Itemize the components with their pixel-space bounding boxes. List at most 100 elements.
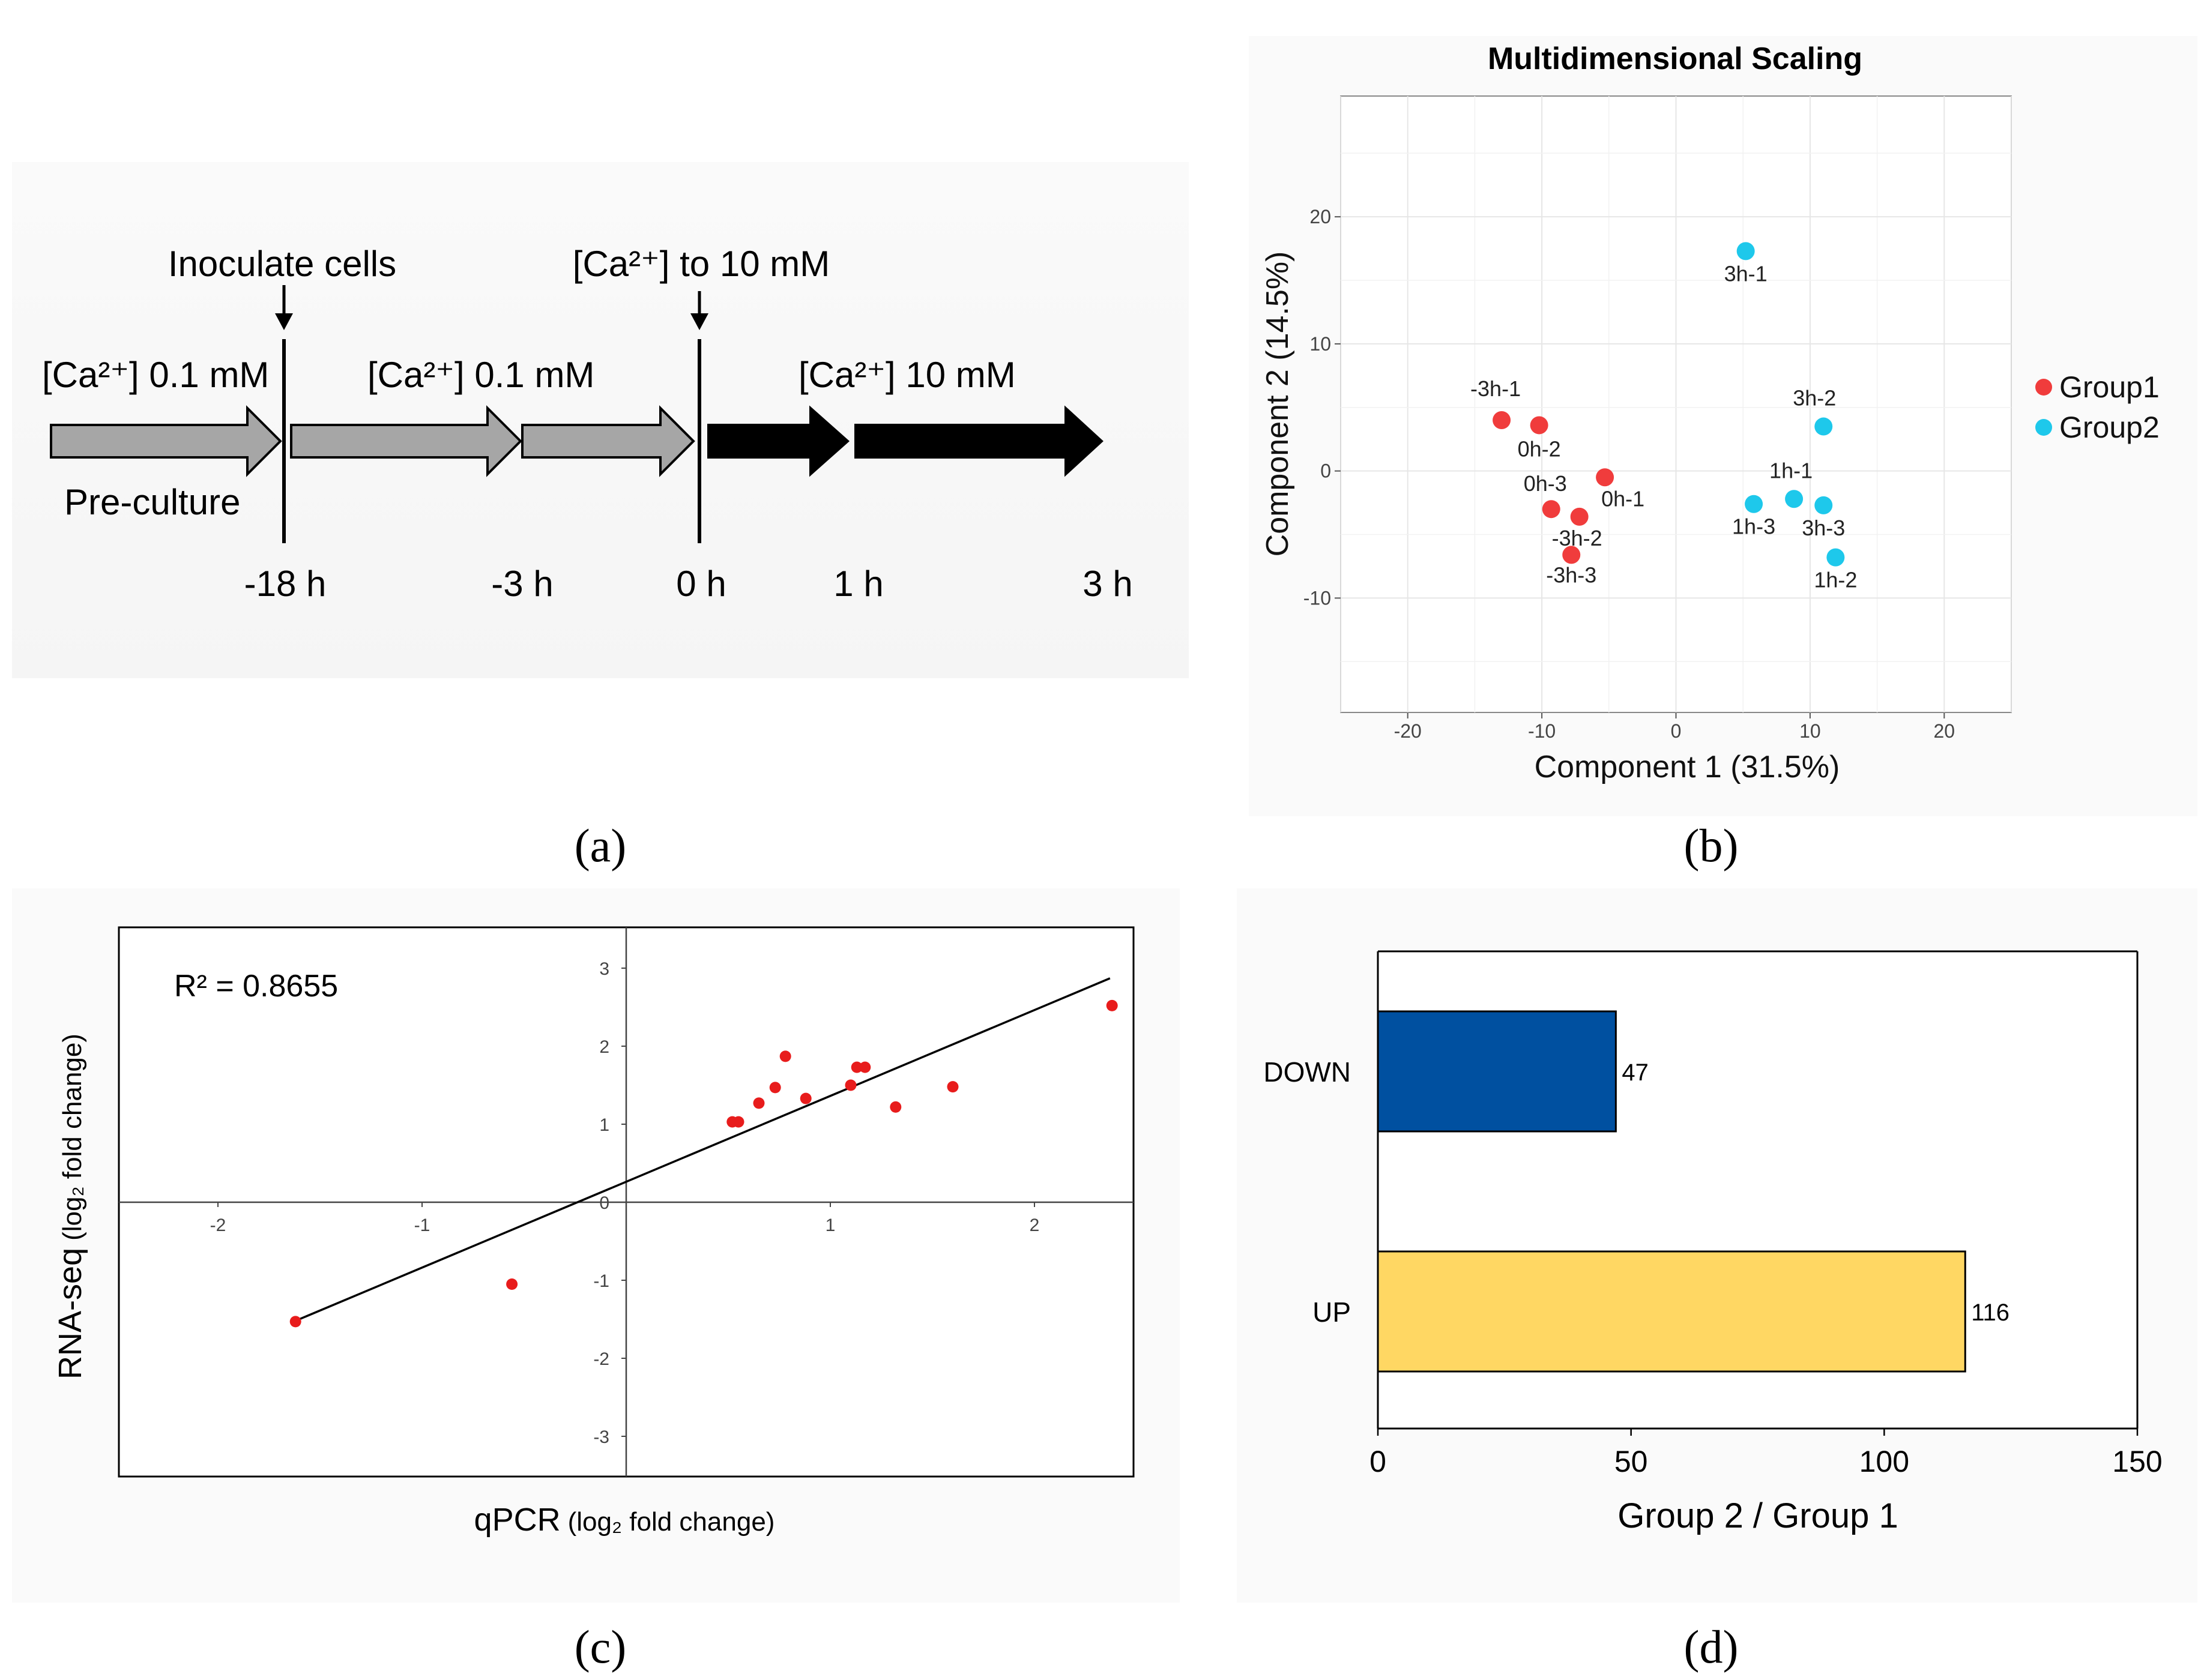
correlation-y-tick-label: -3 — [593, 1427, 609, 1447]
mds-point-group1 — [1493, 411, 1511, 429]
time-label-minus3: -3 h — [491, 564, 553, 604]
correlation-x-tick-label: 2 — [1030, 1215, 1040, 1235]
mds-y-tick-label: 10 — [1309, 333, 1331, 355]
correlation-point — [947, 1081, 959, 1093]
y-axis-main-label: RNA-seq — [52, 1248, 88, 1379]
mds-point-label: 0h-1 — [1601, 486, 1644, 511]
panel-a-background — [12, 162, 1189, 678]
bar-category-label-up: UP — [1312, 1296, 1351, 1328]
correlation-points — [289, 999, 1118, 1328]
mds-x-tick-label: -20 — [1394, 720, 1422, 742]
event-arrowhead-calcium — [690, 313, 708, 330]
mds-point-label: 1h-3 — [1732, 514, 1775, 539]
panel-label-b: (b) — [1684, 819, 1739, 872]
correlation-y-tick-label: 1 — [599, 1115, 609, 1135]
correlation-trendline — [295, 977, 1111, 1322]
panel-label-a: (a) — [575, 819, 627, 872]
panel-label-c: (c) — [575, 1621, 627, 1673]
mds-point-label: 1h-1 — [1769, 458, 1813, 483]
mds-point-label: 3h-1 — [1724, 261, 1768, 286]
mds-point-label: 0h-3 — [1524, 471, 1567, 496]
arrow-high-calcium-1 — [707, 405, 850, 477]
bar-category-label-down: DOWN — [1263, 1056, 1351, 1088]
arrow-high-calcium-2 — [854, 405, 1104, 477]
mds-y-tick-label: -10 — [1303, 587, 1331, 609]
mds-x-tick-label: 20 — [1934, 720, 1955, 742]
panel-label-d: (d) — [1684, 1621, 1739, 1673]
bar-down — [1377, 1010, 1617, 1133]
time-label-1: 1 h — [833, 564, 883, 604]
mds-point-label: -3h-1 — [1470, 376, 1521, 401]
arrow-growth-2 — [521, 405, 695, 477]
mds-x-axis-label: Component 1 (31.5%) — [1535, 750, 1840, 784]
mds-title: Multidimensional Scaling — [1488, 41, 1862, 76]
bar-up — [1377, 1250, 1966, 1373]
correlation-point — [779, 1050, 791, 1062]
correlation-ticks: -2 -1 1 2 -3 -2 -1 0 1 2 3 — [210, 959, 1040, 1447]
event-label-calcium: [Ca²⁺] to 10 mM — [573, 244, 830, 284]
bar-x-tick-label: 100 — [1859, 1445, 1909, 1478]
trendline — [295, 977, 1111, 1322]
correlation-y-tick-label: 2 — [599, 1037, 609, 1057]
condition-label-growth: [Ca²⁺] 0.1 mM — [367, 355, 594, 395]
legend-label-group2: Group2 — [2059, 411, 2160, 444]
bar-marks: DOWN 47 UP 116 — [1263, 951, 2009, 1429]
y-axis-units-label: (log₂ fold change) — [58, 1034, 87, 1241]
correlation-y-tick-label: -2 — [593, 1349, 609, 1369]
correlation-x-tick-label: -1 — [414, 1215, 430, 1235]
mds-x-tick-label: 10 — [1799, 720, 1821, 742]
preculture-label: Pre-culture — [64, 482, 240, 522]
bar-x-axis-label: Group 2 / Group 1 — [1617, 1496, 1898, 1535]
mds-y-axis-label: Component 2 (14.5%) — [1260, 251, 1295, 557]
legend-marker-group1 — [2035, 379, 2052, 396]
mds-point-group2 — [1814, 496, 1833, 514]
correlation-y-axis-label: RNA-seq (log₂ fold change) — [52, 1034, 88, 1379]
arrow-preculture — [50, 405, 282, 477]
bar-value-label-up: 116 — [1971, 1299, 2009, 1326]
correlation-point — [1106, 999, 1118, 1011]
condition-label-high-calcium: [Ca²⁺] 10 mM — [799, 355, 1016, 395]
panel-b-mds-chart: Multidimensional Scaling -20 -10 0 10 20 -10 0… — [1249, 36, 2197, 816]
mds-point-label: 3h-3 — [1802, 516, 1845, 540]
time-label-minus18: -18 h — [244, 564, 327, 604]
correlation-x-tick-label: -2 — [210, 1215, 226, 1235]
correlation-point — [753, 1097, 765, 1109]
mds-legend: Group1 Group2 — [2035, 370, 2160, 444]
mds-point-group1 — [1562, 546, 1581, 564]
mds-points: -3h-1 0h-2 0h-1 0h-3 -3h-2 -3h-3 3h-1 3h-2 1h-1 1… — [1470, 242, 1857, 592]
x-axis-units-label: (log₂ fold change) — [568, 1507, 775, 1537]
event-label-inoculate: Inoculate cells — [168, 244, 396, 284]
mds-point-group1 — [1570, 507, 1589, 526]
bar-value-label-down: 47 — [1622, 1059, 1649, 1086]
correlation-point — [506, 1278, 518, 1290]
legend-marker-group2 — [2035, 419, 2052, 436]
correlation-y-tick-label: -1 — [593, 1271, 609, 1291]
mds-gridlines — [1340, 96, 2012, 712]
mds-point-label: 3h-2 — [1793, 386, 1836, 411]
mds-point-label: -3h-2 — [1552, 526, 1602, 550]
correlation-point — [289, 1316, 301, 1328]
mds-x-tick-label: 0 — [1671, 720, 1682, 742]
correlation-point — [845, 1079, 857, 1091]
bar-x-tick-label: 150 — [2112, 1445, 2162, 1478]
legend-label-group1: Group1 — [2059, 370, 2160, 404]
x-axis-main-label: qPCR — [474, 1502, 561, 1538]
correlation-x-tick-label: 1 — [826, 1215, 836, 1235]
mds-point-label: 0h-2 — [1518, 436, 1561, 461]
mds-point-label: 1h-2 — [1814, 568, 1857, 592]
bar-x-tick-label: 0 — [1369, 1445, 1386, 1478]
mds-point-label: -3h-3 — [1546, 562, 1596, 587]
correlation-point — [851, 1061, 863, 1073]
mds-ticks: -20 -10 0 10 20 -10 0 10 20 — [1303, 206, 1955, 742]
mds-point-group1 — [1596, 468, 1614, 487]
mds-x-tick-label: -10 — [1528, 720, 1556, 742]
mds-point-group1 — [1542, 500, 1560, 519]
mds-point-group2 — [1814, 417, 1833, 436]
time-label-3: 3 h — [1082, 564, 1132, 604]
correlation-y-tick-label: 3 — [599, 959, 609, 979]
mds-point-group1 — [1530, 416, 1548, 435]
r-squared-annotation: R² = 0.8655 — [174, 969, 338, 1004]
panel-a-timeline: Inoculate cells [Ca²⁺] to 10 mM [Ca²⁺] 0… — [12, 162, 1189, 678]
